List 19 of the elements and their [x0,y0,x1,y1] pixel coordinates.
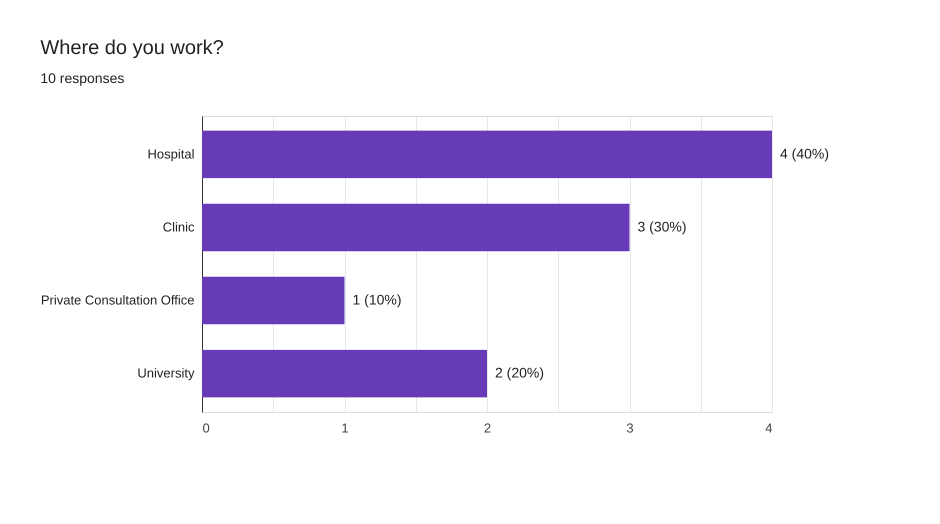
data-label: 4 (40%) [780,145,830,162]
x-tick-label: 2 [484,420,492,436]
y-tick-label: University [137,366,195,381]
x-tick-label: 0 [202,420,210,436]
bar [202,130,772,178]
y-tick-label: Clinic [162,219,195,234]
y-tick-label: Hospital [148,146,195,162]
data-label: 2 (20%) [495,364,544,381]
data-label: 3 (30%) [638,218,687,234]
x-tick-label: 4 [765,420,772,436]
chart-title: Where do you work? [40,37,224,59]
text: 10 responses [40,70,124,86]
y-tick-label: Private Consultation Office [40,292,194,308]
bar [202,350,487,398]
data-label: 1 (10%) [352,292,402,308]
x-tick-label: 1 [341,420,349,436]
x-tick-label: 3 [626,420,634,436]
bar [202,276,344,324]
bar [202,204,630,252]
